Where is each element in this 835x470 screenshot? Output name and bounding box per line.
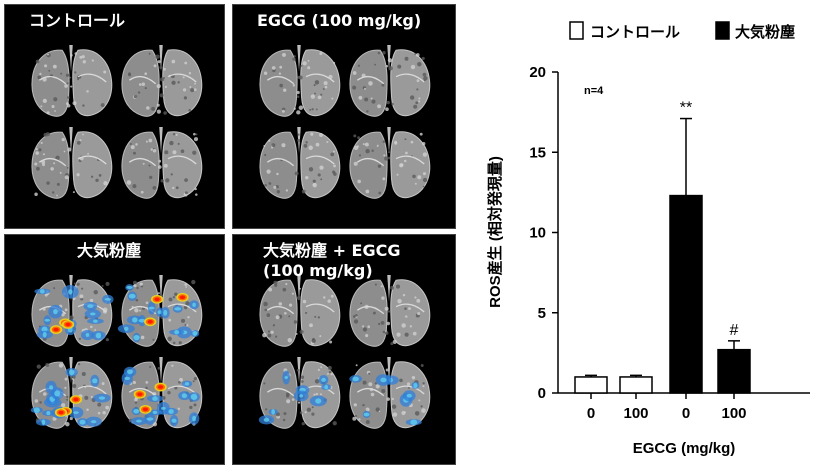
bar (669, 194, 703, 394)
y-tick-label: 0 (538, 385, 546, 402)
bar (717, 348, 751, 394)
y-axis-label: ROS産生 (相対発現量) (486, 156, 504, 308)
legend-label-dust: 大気粉塵 (735, 23, 795, 41)
image-panel-dust: 大気粉塵 (4, 234, 225, 465)
panel-label: 大気粉塵 + EGCG (100 mg/kg) (263, 241, 401, 280)
image-panel-egcg: EGCG (100 mg/kg) (232, 4, 456, 229)
y-tick-label: 20 (529, 64, 546, 81)
y-tick-label: 15 (529, 144, 546, 161)
x-tick-label: 100 (623, 405, 648, 422)
ros-bar-chart: コントロール 大気粉塵 0 5 10 15 20 ** # 0 100 0 100 n=4 RO… (486, 21, 810, 457)
x-tick-label: 100 (721, 405, 746, 422)
significance-marker: # (730, 322, 739, 339)
legend-label-control: コントロール (590, 23, 680, 41)
legend-swatch-dust (715, 21, 730, 40)
legend-swatch-control (569, 21, 584, 40)
bar (574, 376, 608, 394)
x-tick-label: 0 (587, 405, 595, 422)
panel-label: コントロール (29, 11, 126, 30)
lung-image-dust-egcg (258, 275, 431, 429)
bar (619, 376, 653, 394)
image-panel-dust-egcg: 大気粉塵 + EGCG (100 mg/kg) (232, 234, 456, 465)
lung-image-egcg (259, 45, 431, 199)
y-tick-label: 5 (538, 305, 546, 322)
panel-label: 大気粉塵 (77, 241, 142, 260)
x-tick-label: 0 (682, 405, 690, 422)
x-axis-label: EGCG (mg/kg) (633, 440, 736, 457)
lung-image-dust (30, 275, 203, 429)
lung-image-control (31, 45, 203, 199)
n-annotation: n=4 (584, 85, 604, 97)
legend: コントロール 大気粉塵 (569, 21, 795, 41)
significance-marker: ** (680, 100, 692, 117)
y-tick-label: 10 (529, 225, 546, 242)
image-panel-control: コントロール (4, 4, 225, 229)
panel-label: EGCG (100 mg/kg) (257, 11, 422, 30)
